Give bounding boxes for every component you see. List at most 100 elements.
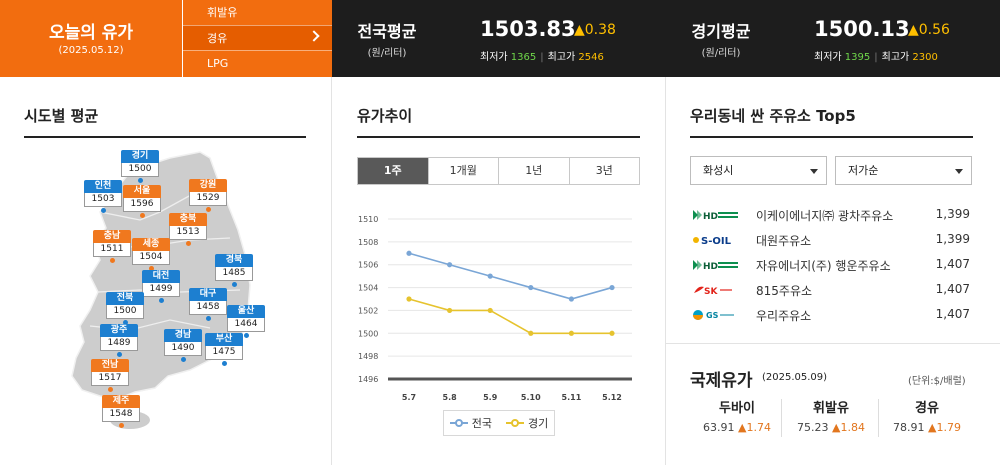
station-row[interactable]: GS 우리주유소 1,407: [690, 303, 974, 328]
map-region[interactable]: 세종 1504: [132, 238, 170, 271]
map-region[interactable]: 제주 1548: [102, 395, 140, 428]
y-tick-label: 1502: [358, 306, 378, 315]
map-region[interactable]: 경기 1500: [121, 150, 159, 183]
intl-diesel: 경유 78.91 ▲1.79: [882, 399, 972, 439]
map-region-price: 1500: [106, 305, 144, 319]
gyeonggi-average-price: 1500.13: [814, 17, 910, 41]
map-region[interactable]: 울산 1464: [227, 305, 265, 338]
map-region[interactable]: 대구 1458: [189, 288, 227, 321]
station-price: 1,407: [935, 257, 970, 271]
region-select[interactable]: 화성시: [690, 156, 827, 185]
map-region-name: 경기: [121, 150, 159, 163]
data-point: [528, 284, 534, 291]
map-region-price: 1517: [91, 372, 129, 386]
legend-label: 전국: [471, 417, 492, 430]
map-region[interactable]: 광주 1489: [100, 324, 138, 357]
high-label: 최고가: [881, 52, 910, 63]
station-price: 1,399: [935, 232, 970, 246]
map-pin-icon: [116, 352, 122, 357]
map-region[interactable]: 경남 1490: [164, 329, 202, 362]
map-region-name: 대전: [142, 270, 180, 283]
station-name: 이케이에너지㈜ 광차주유소: [756, 209, 894, 223]
map-region[interactable]: 대전 1499: [142, 270, 180, 303]
fuel-menu-diesel[interactable]: 경유: [183, 25, 332, 50]
fuel-menu-lpg[interactable]: LPG: [183, 50, 332, 75]
data-point: [609, 284, 615, 291]
top5-title: 우리동네 싼 주유소 Top5: [690, 107, 856, 125]
top5-title-underline: [690, 136, 973, 138]
sort-select[interactable]: 저가순: [835, 156, 972, 185]
data-point: [447, 262, 453, 268]
station-row[interactable]: HD 이케이에너지㈜ 광차주유소 1,399: [690, 203, 974, 228]
map-region[interactable]: 충남 1511: [93, 230, 131, 263]
map-region-name: 부산: [205, 333, 243, 346]
gyeonggi-average-change: ▲0.56: [908, 22, 950, 38]
station-name: 대원주유소: [756, 234, 812, 248]
x-tick-label: 5.7: [402, 393, 416, 402]
intl-price: 78.91: [893, 421, 925, 434]
map-region[interactable]: 강원 1529: [189, 179, 227, 212]
national-average: 전국평균 (원/리터) 1503.83 ▲0.38 최저가 1365 | 최고가 2…: [352, 0, 652, 77]
hd-oilbank-icon: HD: [693, 210, 738, 222]
map-region-name: 경북: [215, 254, 253, 267]
intl-change: ▲1.84: [832, 421, 865, 434]
tab-1month[interactable]: 1개월: [427, 158, 498, 184]
intl-price: 63.91: [703, 421, 735, 434]
tab-1week[interactable]: 1주: [358, 158, 428, 184]
map-region[interactable]: 경북 1485: [215, 254, 253, 287]
map-region-name: 경남: [164, 329, 202, 342]
trend-period-tabs: 1주 1개월 1년 3년: [357, 157, 640, 185]
hd-oilbank-icon: HD: [693, 260, 738, 272]
sort-select-value: 저가순: [848, 164, 879, 177]
fuel-type-menu: 휘발유 경유 LPG: [182, 0, 332, 77]
map-region-price: 1489: [100, 337, 138, 351]
map-region-name: 충남: [93, 230, 131, 243]
map-region[interactable]: 충북 1513: [169, 213, 207, 246]
legend-item-gyeonggi[interactable]: 경기: [506, 415, 548, 431]
legend-item-national[interactable]: 전국: [449, 415, 492, 431]
map-pin-icon: [185, 241, 191, 246]
map-region[interactable]: 서울 1596: [123, 185, 161, 218]
map-region-name: 제주: [102, 395, 140, 408]
station-name: 자유에너지(주) 행운주유소: [756, 259, 891, 273]
fuel-menu-gasoline[interactable]: 휘발유: [183, 0, 332, 25]
intl-dubai: 두바이 63.91 ▲1.74: [692, 399, 782, 439]
map-region-price: 1499: [142, 283, 180, 297]
tab-1year[interactable]: 1년: [498, 158, 569, 184]
y-tick-label: 1498: [358, 352, 378, 361]
map-region-price: 1548: [102, 408, 140, 422]
y-tick-label: 1500: [358, 329, 378, 338]
map-region-price: 1513: [169, 226, 207, 240]
station-price: 1,399: [935, 207, 970, 221]
divider: [781, 399, 782, 437]
low-price: 1395: [844, 52, 871, 63]
map-region-name: 전북: [106, 292, 144, 305]
map-region-name: 광주: [100, 324, 138, 337]
map-region[interactable]: 전남 1517: [91, 359, 129, 392]
map-region-price: 1503: [84, 193, 122, 207]
map-region-price: 1475: [205, 346, 243, 360]
y-tick-label: 1510: [358, 215, 378, 224]
station-row[interactable]: S-OIL 대원주유소 1,399: [690, 228, 974, 253]
map-region[interactable]: 인천 1503: [84, 180, 122, 213]
data-point: [447, 307, 453, 314]
sk-energy-icon: SK: [694, 286, 732, 297]
map-pin-icon: [139, 213, 145, 218]
svg-text:SK: SK: [704, 287, 718, 297]
y-tick-label: 1508: [358, 238, 378, 247]
map-region[interactable]: 부산 1475: [205, 333, 243, 366]
tab-3year[interactable]: 3년: [568, 158, 639, 184]
gyeonggi-average-unit: (원/리터): [701, 48, 741, 59]
map-region[interactable]: 전북 1500: [106, 292, 144, 325]
station-row[interactable]: HD 자유에너지(주) 행운주유소 1,407: [690, 253, 974, 278]
regional-title-underline: [24, 136, 306, 138]
today-price-panel: 오늘의 유가 (2025.05.12): [0, 0, 182, 77]
chevron-right-icon: [308, 30, 320, 42]
x-tick-label: 5.8: [443, 393, 458, 402]
map-pin-icon: [118, 423, 124, 428]
data-point: [406, 250, 412, 256]
fuel-menu-label: 휘발유: [207, 6, 238, 19]
intl-name: 휘발유: [813, 401, 849, 416]
station-row[interactable]: SK 815주유소 1,407: [690, 278, 974, 303]
map-region-name: 강원: [189, 179, 227, 192]
